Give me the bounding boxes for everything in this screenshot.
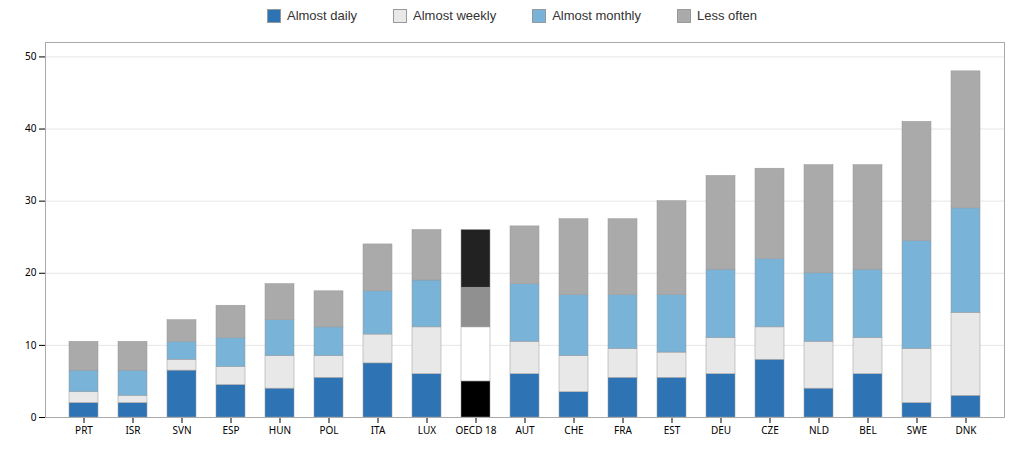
svg-text:LUX: LUX bbox=[418, 423, 436, 437]
svg-text:PRT: PRT bbox=[75, 423, 93, 437]
svg-text:HUN: HUN bbox=[269, 423, 291, 437]
svg-text:SWE: SWE bbox=[907, 423, 927, 437]
svg-text:DEU: DEU bbox=[711, 423, 731, 437]
svg-text:OECD 18: OECD 18 bbox=[455, 423, 496, 437]
svg-text:40: 40 bbox=[25, 121, 37, 135]
svg-text:DNK: DNK bbox=[955, 423, 977, 437]
svg-text:CZE: CZE bbox=[761, 423, 779, 437]
svg-text:CHE: CHE bbox=[564, 423, 583, 437]
svg-text:EST: EST bbox=[664, 423, 681, 437]
svg-text:30: 30 bbox=[25, 193, 37, 207]
svg-text:20: 20 bbox=[25, 265, 37, 279]
svg-text:ISR: ISR bbox=[125, 423, 141, 437]
svg-text:FRA: FRA bbox=[614, 423, 632, 437]
svg-text:50: 50 bbox=[25, 49, 37, 63]
html-text:Almost daily: Almost daily bbox=[287, 8, 358, 23]
svg-text:0: 0 bbox=[31, 410, 37, 424]
svg-text:10: 10 bbox=[25, 338, 37, 352]
svg-text:POL: POL bbox=[319, 423, 338, 437]
html-text:Almost weekly: Almost weekly bbox=[413, 8, 497, 23]
html-text:Almost monthly: Almost monthly bbox=[552, 8, 641, 23]
svg-text:BEL: BEL bbox=[859, 423, 876, 437]
svg-text:ESP: ESP bbox=[222, 423, 239, 437]
svg-text:ITA: ITA bbox=[371, 423, 386, 437]
svg-text:NLD: NLD bbox=[809, 423, 829, 437]
html-text:Less often: Less often bbox=[697, 8, 757, 23]
svg-text:SVN: SVN bbox=[172, 423, 191, 437]
svg-text:AUT: AUT bbox=[515, 423, 535, 437]
